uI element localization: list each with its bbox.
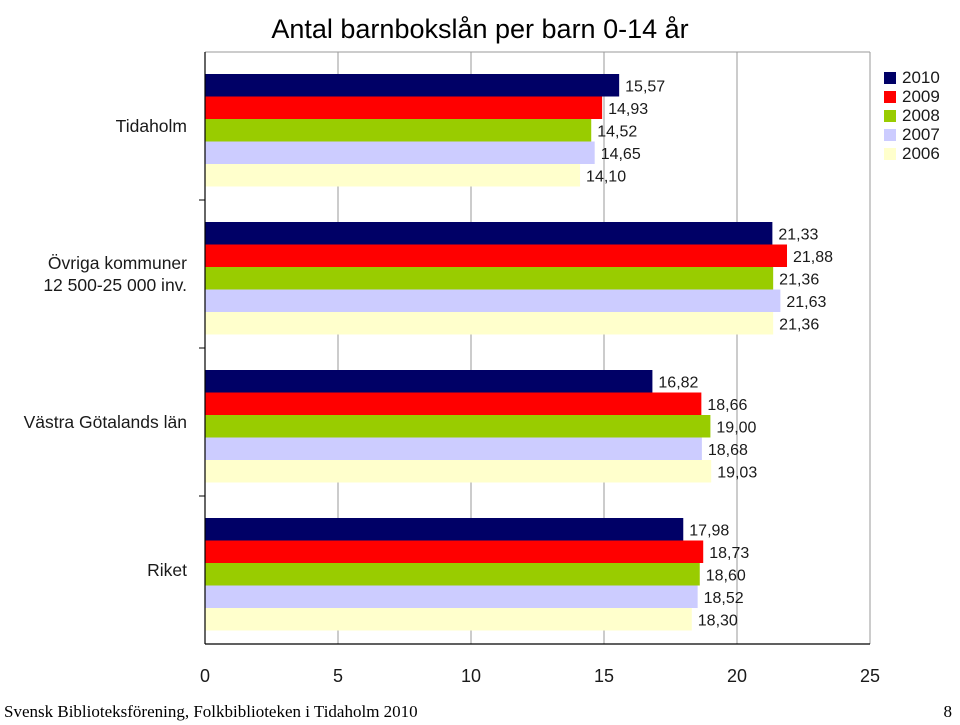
data-label: 19,03	[717, 464, 757, 481]
data-label: 14,93	[608, 101, 648, 118]
data-label: 15,57	[625, 78, 665, 95]
data-label: 16,82	[658, 374, 698, 391]
bar-2010	[205, 518, 684, 541]
chart-title: Antal barnbokslån per barn 0-14 år	[271, 14, 689, 44]
legend-swatch	[884, 90, 896, 103]
bar-2009	[205, 540, 704, 563]
bar-2008	[205, 119, 592, 142]
legend-swatch	[884, 147, 896, 160]
legend-item-2006: 2006	[884, 144, 940, 163]
bar-2009	[205, 244, 788, 267]
legend-swatch	[884, 109, 896, 122]
data-label: 18,60	[706, 567, 746, 584]
legend-item-2010: 2010	[884, 68, 940, 87]
bar-2007	[205, 289, 781, 312]
data-label: 18,52	[704, 590, 744, 607]
bar-2009	[205, 96, 603, 119]
x-tick-label: 20	[727, 666, 747, 686]
data-label: 14,10	[586, 168, 626, 185]
bar-2009	[205, 392, 702, 415]
bar-2006	[205, 460, 712, 483]
x-tick-label: 15	[594, 666, 614, 686]
data-label: 19,00	[716, 419, 756, 436]
bar-2010	[205, 370, 653, 393]
data-label: 21,36	[779, 316, 819, 333]
x-tick-label: 5	[333, 666, 343, 686]
footer-text: Svensk Biblioteksförening, Folkbibliotek…	[4, 702, 418, 721]
bar-2008	[205, 563, 700, 586]
category-label: Tidaholm	[116, 116, 187, 136]
data-label: 21,36	[779, 271, 819, 288]
legend: 2010 2009 2008 2007 2006	[884, 68, 940, 163]
legend-item-2008: 2008	[884, 106, 940, 125]
legend-swatch	[884, 128, 896, 141]
x-tick-label: 0	[200, 666, 210, 686]
bar-chart: 15,57 14,93 14,52 14,65 14,10 Tidaholm 21,33 21…	[24, 51, 880, 686]
bar-2007	[205, 585, 698, 608]
legend-item-2007: 2007	[884, 125, 940, 144]
legend-label: 2010	[902, 68, 940, 87]
bar-2008	[205, 415, 711, 438]
data-label: 14,52	[597, 123, 637, 140]
data-label: 18,73	[709, 545, 749, 562]
bar-2010	[205, 222, 773, 245]
x-tick-label: 10	[461, 666, 481, 686]
category-label: 12 500-25 000 inv.	[43, 275, 187, 295]
bar-2008	[205, 267, 774, 290]
category-label: Riket	[147, 560, 187, 580]
data-label: 21,33	[778, 226, 818, 243]
legend-label: 2009	[902, 87, 940, 106]
data-label: 21,88	[793, 249, 833, 266]
data-label: 18,66	[707, 397, 747, 414]
data-label: 14,65	[601, 146, 641, 163]
category-label: Övriga kommuner	[48, 253, 187, 273]
legend-swatch	[884, 71, 896, 84]
bar-2006	[205, 312, 774, 335]
page-number: 8	[943, 702, 953, 721]
data-label: 17,98	[689, 522, 729, 539]
data-label: 18,68	[708, 442, 748, 459]
x-tick-label: 25	[860, 666, 880, 686]
category-label: Västra Götalands län	[24, 412, 187, 432]
legend-label: 2006	[902, 144, 940, 163]
bar-2006	[205, 608, 692, 631]
bar-2007	[205, 141, 595, 164]
legend-item-2009: 2009	[884, 87, 940, 106]
bar-2007	[205, 437, 702, 460]
data-label: 21,63	[786, 294, 826, 311]
legend-label: 2008	[902, 106, 940, 125]
bar-2010	[205, 74, 620, 97]
bar-2006	[205, 164, 581, 187]
data-label: 18,30	[698, 612, 738, 629]
legend-label: 2007	[902, 125, 940, 144]
